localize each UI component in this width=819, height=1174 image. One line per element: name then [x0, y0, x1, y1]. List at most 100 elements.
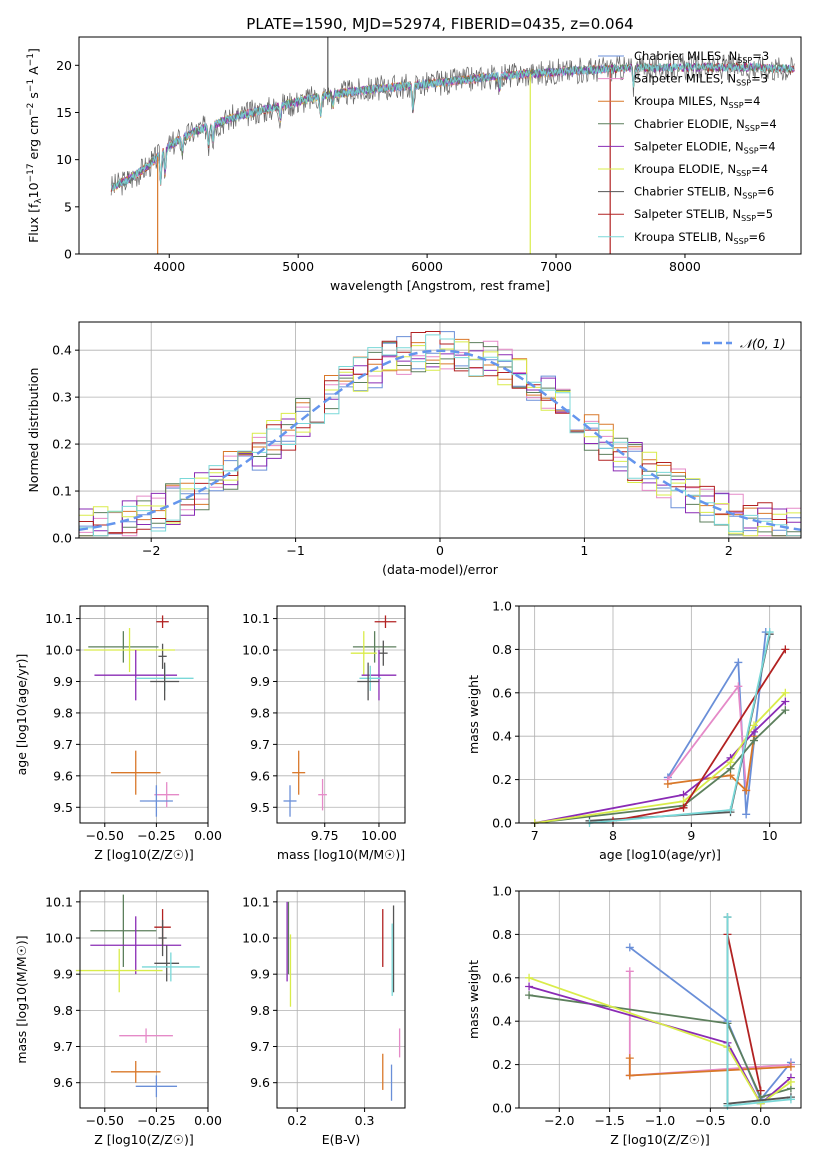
- x-axis-label: Z [log10(Z/Z☉)]: [94, 1132, 194, 1147]
- weight-line: [667, 736, 755, 793]
- axes-age_vs_mass: 9.75 10.00 9.5 9.6 9.7 9.8 9.9 10.0 10.1 mass [lo…: [242, 605, 406, 862]
- y-tick-label: 0.0: [52, 531, 72, 546]
- y-tick-label: 9.6: [53, 1075, 73, 1090]
- weight-point: [625, 1071, 634, 1080]
- weight-line: [726, 934, 762, 1091]
- weight-point: [734, 658, 743, 667]
- axes-frame: [78, 36, 802, 255]
- y-tick-label: 10.1: [242, 894, 270, 909]
- x-axis-label: E(B-V): [322, 1132, 361, 1147]
- y-tick-label: 0.4: [52, 343, 72, 358]
- spectrum-line: [112, 69, 531, 191]
- weight-point: [663, 779, 672, 788]
- y-axis-label: age [log10(age/yr)]: [14, 654, 29, 776]
- legend-label: Chabrier STELIB, NSSP=6: [634, 185, 774, 201]
- figure-title: PLATE=1590, MJD=52974, FIBERID=0435, z=0…: [246, 15, 633, 33]
- axes-frame: [518, 890, 802, 1109]
- x-tick-label: 0.00: [194, 1113, 222, 1128]
- weight-point: [726, 758, 735, 767]
- y-tick-label: 10.1: [242, 611, 270, 626]
- x-tick-label: 0: [436, 543, 444, 558]
- y-tick-label: 0.2: [492, 772, 512, 787]
- x-tick-label: 0.0: [751, 1113, 771, 1128]
- y-tick-label: 0.6: [492, 685, 512, 700]
- spectrum-line: [110, 53, 795, 196]
- x-tick-label: 5000: [282, 259, 314, 274]
- legend-label: Chabrier ELODIE, NSSP=4: [634, 117, 777, 133]
- weight-line: [726, 917, 791, 1107]
- weight-line: [528, 985, 792, 1106]
- y-tick-label: 0: [64, 247, 72, 262]
- y-tick-label: 0.4: [492, 1014, 512, 1029]
- plot-area-spectrum: [110, 37, 795, 254]
- y-tick-label: 9.7: [250, 1039, 270, 1054]
- y-tick-label: 0.8: [492, 642, 512, 657]
- weight-point: [625, 1054, 634, 1063]
- weight-line: [528, 976, 792, 1106]
- axes-age_vs_Z: −0.50 −0.25 0.00 9.5 9.6 9.7 9.8 9.9 10.0 10.1 Z […: [14, 605, 222, 862]
- y-tick-label: 9.9: [250, 674, 270, 689]
- weight-point: [786, 1095, 795, 1104]
- x-tick-label: 0.00: [194, 828, 222, 843]
- weight-point: [525, 973, 534, 982]
- y-tick-label: 10: [56, 152, 72, 167]
- x-tick-label: 9: [687, 828, 695, 843]
- legend-label: Chabrier MILES, NSSP=3: [634, 49, 769, 65]
- weight-point: [625, 967, 634, 976]
- legend: Chabrier MILES, NSSP=3 Salpeter MILES, NS…: [598, 49, 777, 246]
- y-tick-label: 9.6: [53, 768, 73, 783]
- legend-label: Salpeter STELIB, NSSP=5: [634, 207, 773, 223]
- x-tick-label: 0.2: [287, 1113, 307, 1128]
- legend-label: Salpeter ELODIE, NSSP=4: [634, 139, 776, 155]
- weight-point: [765, 628, 774, 637]
- x-tick-label: 6000: [411, 259, 443, 274]
- legend-label: Kroupa STELIB, NSSP=6: [634, 230, 765, 246]
- axes-weight_vs_age: 7 8 9 10 0.0 0.2 0.4 0.6 0.8 1.0 age [log10(age/yr…: [466, 599, 802, 862]
- x-tick-label: 8000: [669, 259, 701, 274]
- weight-line: [667, 631, 767, 815]
- y-tick-label: 0.3: [52, 390, 72, 405]
- y-tick-label: 10.0: [242, 643, 270, 658]
- x-axis-label: Z [log10(Z/Z☉)]: [94, 847, 194, 862]
- x-tick-label: 7000: [540, 259, 572, 274]
- weight-point: [786, 1077, 795, 1086]
- y-tick-label: 0.2: [492, 1057, 512, 1072]
- x-tick-label: 10: [762, 828, 778, 843]
- axes-frame: [79, 890, 209, 1109]
- x-tick-label: −1: [286, 543, 304, 558]
- weight-point: [750, 721, 758, 730]
- spectrum-line: [110, 61, 795, 192]
- plot-area-weight_vs_age: [530, 628, 790, 827]
- x-axis-label: Z [log10(Z/Z☉)]: [610, 1132, 710, 1147]
- x-tick-label: 4000: [153, 259, 185, 274]
- gaussian-curve: [78, 349, 802, 532]
- axes-frame: [276, 890, 406, 1109]
- y-tick-label: 0.1: [52, 484, 72, 499]
- weight-point: [756, 1086, 765, 1095]
- weight-point: [781, 645, 790, 654]
- y-tick-label: 9.8: [53, 1003, 73, 1018]
- x-tick-label: 9.75: [311, 828, 339, 843]
- y-axis-label: Normed distribution: [26, 368, 41, 493]
- plot-area-weight_vs_Z: [525, 913, 795, 1110]
- legend-label: Salpeter MILES, NSSP=3: [634, 72, 768, 88]
- axes-weight_vs_Z: −2.0 −1.5 −1.0 −0.5 0.0 0.0 0.2 0.4 0.6 0.8 1.0 Z […: [466, 884, 802, 1147]
- y-tick-label: 0.2: [52, 437, 72, 452]
- axes-mass_vs_Z: −0.50 −0.25 0.00 9.6 9.7 9.8 9.9 10.0 10.1 Z [log…: [14, 890, 222, 1147]
- weight-line: [726, 917, 791, 1105]
- y-axis-label: mass [log10(M/M☉)]: [14, 935, 29, 1063]
- weight-point: [625, 943, 634, 952]
- y-tick-label: 9.8: [250, 1003, 270, 1018]
- y-axis-label: mass weight: [466, 675, 481, 754]
- x-axis-label: (data-model)/error: [382, 562, 499, 577]
- weight-point: [742, 810, 751, 819]
- x-tick-label: 0.3: [355, 1113, 375, 1128]
- weight-point: [742, 786, 751, 795]
- y-tick-label: 0.4: [492, 729, 512, 744]
- spectrum-line: [112, 61, 795, 192]
- x-axis-label: wavelength [Angstrom, rest frame]: [330, 278, 550, 293]
- x-axis-label: age [log10(age/yr)]: [599, 847, 721, 862]
- weight-point: [750, 736, 758, 745]
- y-tick-label: 9.7: [53, 1039, 73, 1054]
